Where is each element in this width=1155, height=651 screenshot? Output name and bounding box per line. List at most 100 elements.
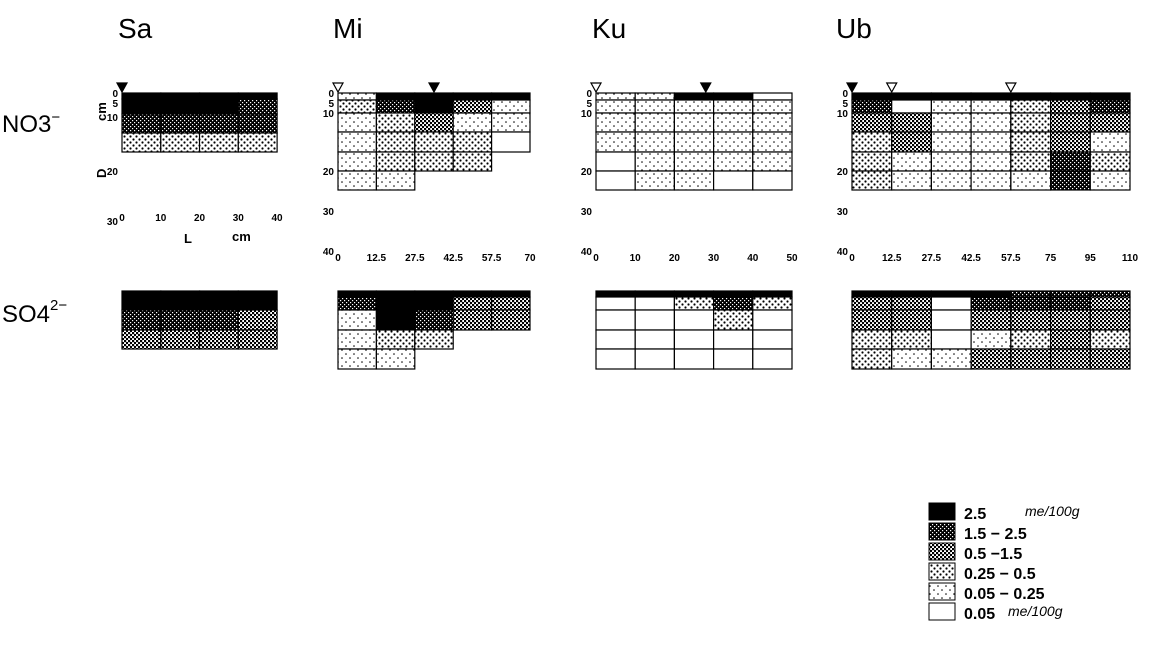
- cell-ku-no3-r0-c3: [712, 92, 754, 101]
- cell-ku-so4-r4-c1: [634, 348, 676, 370]
- cell-ub-so4-r1-c3: [970, 296, 1012, 311]
- legend: 2.5 me/100g 1.5 − 2.5 0.5 −1.5 0.25 − 0.…: [928, 502, 1080, 623]
- cell-ku-so4-r3-c2: [673, 329, 715, 350]
- x-tick-ub-6: 95: [1085, 253, 1097, 264]
- cell-ku-no3-r1-c2: [673, 99, 715, 114]
- cell-ub-no3-r5-c1: [891, 170, 933, 191]
- y-tick-ku-2: 10: [581, 109, 593, 120]
- x-tick-sa-2: 20: [194, 213, 206, 224]
- x-tick-ku-5: 50: [786, 253, 798, 264]
- cell-ub-so4-r4-c6: [1089, 348, 1131, 370]
- cell-ub-so4-r2-c3: [970, 309, 1012, 331]
- cell-ku-no3-r4-c2: [673, 151, 715, 172]
- x-tick-ku-0: 0: [593, 253, 599, 264]
- cell-ku-so4-r1-c2: [673, 296, 715, 311]
- cell-ub-so4-r0-c5: [1049, 290, 1091, 298]
- cell-ku-so4-r3-c4: [752, 329, 793, 350]
- legend-label-6: 0.05: [964, 606, 995, 623]
- cell-ub-no3-r3-c5: [1049, 131, 1091, 153]
- legend-swatch-6: [928, 602, 956, 621]
- legend-label-4: 0.25 − 0.5: [964, 566, 1036, 583]
- x-tick-ub-5: 75: [1045, 253, 1057, 264]
- x-tick-mi-2: 27.5: [405, 253, 425, 264]
- x-tick-mi-4: 57.5: [482, 253, 502, 264]
- length-axis-unit: cm: [232, 229, 251, 244]
- cell-mi-no3-r3-c2: [414, 131, 454, 153]
- cell-ku-so4-r2-c0: [595, 309, 636, 331]
- y-tick-ub-0: 0: [842, 89, 848, 100]
- filled-triangle-marker-icon: [115, 82, 129, 94]
- cell-ku-so4-r1-c1: [634, 296, 676, 311]
- cell-mi-so4-r0-c2: [414, 290, 454, 298]
- cell-ku-no3-r2-c1: [634, 112, 676, 133]
- cell-ub-no3-r2-c1: [891, 112, 933, 133]
- cell-sa-no3-r3-c3: [237, 132, 278, 153]
- cell-ub-no3-r5-c3: [970, 170, 1012, 191]
- cell-mi-no3-r1-c2: [414, 99, 454, 114]
- cell-ub-no3-r2-c2: [930, 112, 972, 133]
- cell-mi-so4-r1-c1: [375, 296, 416, 311]
- cell-sa-no3-r0-c3: [237, 92, 278, 100]
- cell-ku-so4-r1-c4: [752, 296, 793, 311]
- cell-ku-no3-r5-c0: [595, 170, 636, 191]
- cell-mi-so4-r1-c4: [491, 296, 531, 311]
- site-title-sa: Sa: [118, 13, 153, 44]
- cell-ku-no3-r0-c2: [673, 92, 715, 101]
- cell-ku-so4-r0-c3: [712, 290, 754, 298]
- cell-ub-no3-r3-c4: [1010, 131, 1052, 153]
- y-tick-mi-3: 20: [323, 167, 335, 178]
- cell-sa-no3-r1-c0: [121, 98, 162, 115]
- cell-mi-so4-r2-c1: [375, 309, 416, 331]
- cell-ku-no3-r4-c1: [634, 151, 676, 172]
- open-triangle-marker-icon: [331, 82, 345, 94]
- x-tick-sa-0: 0: [119, 213, 125, 224]
- legend-swatch-2: [928, 522, 956, 541]
- cell-ku-so4-r4-c4: [752, 348, 793, 370]
- cell-mi-no3-r5-c0: [337, 170, 378, 191]
- cell-mi-no3-r4-c2: [414, 151, 454, 172]
- legend-label-3: 0.5 −1.5: [964, 546, 1022, 563]
- y-tick-sa-1: 5: [112, 99, 118, 110]
- cell-ub-no3-r5-c5: [1049, 170, 1091, 191]
- cell-ub-no3-r3-c3: [970, 131, 1012, 153]
- cell-mi-no3-r4-c0: [337, 151, 378, 172]
- y-tick-ku-4: 30: [581, 207, 593, 218]
- cell-ku-no3-r4-c4: [752, 151, 793, 172]
- x-tick-ub-0: 0: [849, 253, 855, 264]
- x-tick-mi-3: 42.5: [443, 253, 463, 264]
- cell-mi-no3-r2-c4: [491, 112, 531, 133]
- cell-sa-so4-r1-c1: [160, 309, 201, 331]
- cell-ku-no3-r1-c3: [712, 99, 754, 114]
- cell-ub-so4-r1-c6: [1089, 296, 1131, 311]
- y-tick-sa-3: 20: [107, 167, 119, 178]
- depth-axis-label: D: [94, 169, 109, 178]
- x-tick-ub-2: 27.5: [922, 253, 942, 264]
- cell-ub-so4-r3-c0: [851, 329, 893, 350]
- y-tick-sa-4: 30: [107, 217, 119, 228]
- site-title-mi: Mi: [333, 13, 363, 44]
- y-tick-mi-0: 0: [328, 89, 334, 100]
- cell-ub-no3-r1-c5: [1049, 99, 1091, 114]
- legend-label-1: 2.5: [964, 506, 986, 523]
- cell-ub-so4-r4-c3: [970, 348, 1012, 370]
- cell-ub-so4-r3-c2: [930, 329, 972, 350]
- cell-mi-no3-r5-c1: [375, 170, 416, 191]
- legend-label-2: 1.5 − 2.5: [964, 526, 1027, 543]
- y-tick-ku-3: 20: [581, 167, 593, 178]
- cell-ub-no3-r4-c5: [1049, 151, 1091, 172]
- cell-ub-no3-r3-c1: [891, 131, 933, 153]
- cell-ub-no3-r4-c1: [891, 151, 933, 172]
- cell-ku-so4-r3-c1: [634, 329, 676, 350]
- cell-ku-so4-r0-c1: [634, 290, 676, 298]
- y-tick-sa-2: 10: [107, 113, 119, 124]
- cell-mi-so4-r2-c4: [491, 309, 531, 331]
- cell-ub-so4-r0-c0: [851, 290, 893, 298]
- cell-mi-so4-r2-c2: [414, 309, 454, 331]
- cell-ub-no3-r4-c6: [1089, 151, 1131, 172]
- legend-unit-6: me/100g: [1008, 603, 1063, 619]
- cell-sa-so4-r0-c3: [237, 290, 278, 311]
- cell-sa-no3-r2-c2: [198, 113, 239, 134]
- y-tick-mi-2: 10: [323, 109, 335, 120]
- y-tick-mi-5: 40: [323, 247, 335, 258]
- cell-ub-no3-r0-c1: [891, 92, 933, 101]
